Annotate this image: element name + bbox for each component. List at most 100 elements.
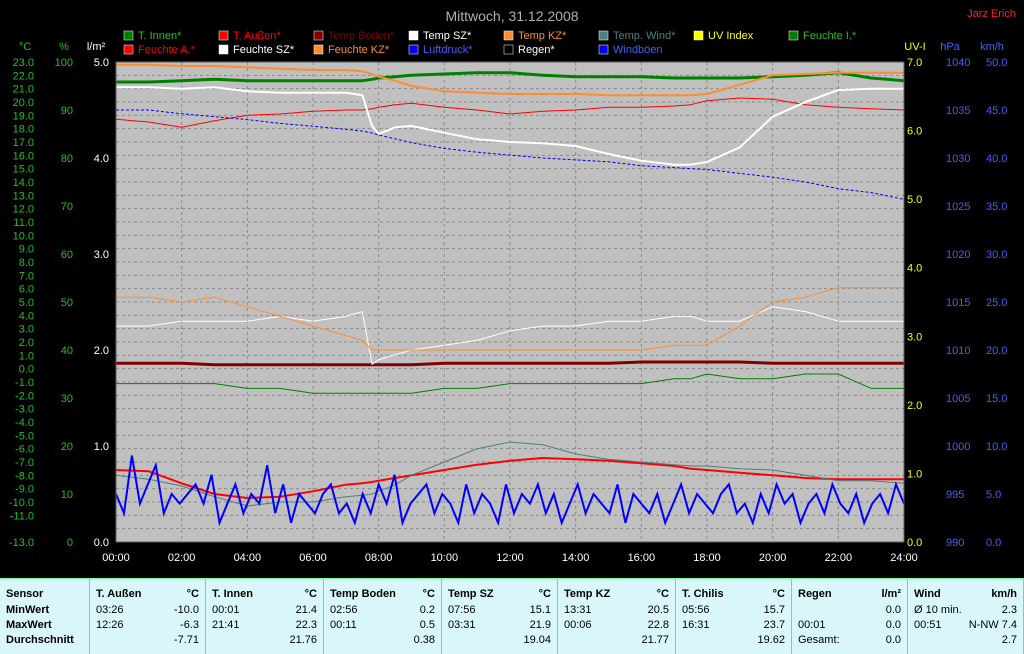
stats-row: Gesamt: 0.0: [798, 634, 901, 649]
stats-column: Sensor MinWert MaxWert Durchschnitt: [0, 579, 90, 654]
stats-value: 23.7: [763, 619, 785, 631]
stats-row: -7.71: [96, 634, 199, 649]
stats-time: 16:31: [682, 619, 710, 631]
stats-header-unit: °C: [656, 588, 669, 600]
temp-tick-label: 14.0: [13, 177, 34, 189]
temp-tick-label: 20.0: [13, 97, 34, 109]
stats-header-name: Sensor: [6, 588, 44, 600]
temp-tick-label: -3.0: [15, 404, 34, 416]
temp-tick-label: 16.0: [13, 150, 34, 162]
pressure-tick-label: 1005: [946, 393, 970, 405]
legend-label: Windböen: [613, 44, 663, 56]
stats-value: 0.5: [419, 619, 435, 631]
stats-column: Regen l/m² 0.0 00:01 0.0 Gesamt: 0.0: [792, 579, 908, 654]
temp-tick-label: -7.0: [15, 457, 34, 469]
axis-unit-label: l/m²: [87, 41, 106, 53]
wind-tick-label: 35.0: [986, 201, 1007, 213]
pressure-tick-label: 990: [946, 537, 964, 549]
temp-tick-label: 11.0: [13, 217, 34, 229]
stats-header-name: T. Außen: [96, 588, 142, 600]
legend-swatch: [788, 30, 799, 41]
stats-header: T. Innen °C: [212, 588, 317, 603]
humidity-tick-label: 10: [61, 489, 73, 501]
legend-swatch: [598, 44, 609, 55]
humidity-tick-label: 60: [61, 249, 73, 261]
humidity-tick-label: 50: [61, 297, 73, 309]
weather-chart-area: Mittwoch, 31.12.2008 Jarz Erich T. Innen* T…: [9, 8, 1016, 564]
pressure-tick-label: 1025: [946, 201, 970, 213]
weather-chart: Mittwoch, 31.12.2008 Jarz Erich T. Innen* T…: [9, 8, 1016, 564]
stats-time: 00:51: [914, 619, 942, 631]
temp-tick-label: 8.0: [19, 257, 34, 269]
stats-row: 00:01 0.0: [798, 619, 901, 634]
chart-title: Mittwoch, 31.12.2008: [445, 8, 578, 24]
stats-time: 00:01: [212, 604, 240, 616]
stats-header: T. Chilis °C: [682, 588, 785, 603]
stats-time: 03:31: [448, 619, 476, 631]
stats-value: 0.0: [885, 604, 901, 616]
axis-unit-label: %: [59, 41, 69, 53]
legend-label: Regen*: [518, 44, 555, 56]
author-label: Jarz Erich: [967, 8, 1016, 20]
x-tick-label: 22:00: [825, 552, 853, 564]
stats-value: N-NW 7.4: [968, 619, 1017, 631]
x-tick-label: 10:00: [431, 552, 459, 564]
wind-tick-label: 50.0: [986, 57, 1007, 69]
legend-swatch: [408, 30, 419, 41]
series-line: [116, 287, 904, 351]
stats-time: 21:41: [212, 619, 240, 631]
stats-row: 07:56 15.1: [448, 604, 551, 619]
temp-tick-label: 13.0: [13, 190, 34, 202]
uv-tick-label: 0.0: [907, 537, 922, 549]
humidity-tick-label: 0: [67, 537, 73, 549]
stats-value: 0.0: [885, 619, 901, 631]
stats-header-name: Temp Boden: [330, 588, 396, 600]
series-line: [116, 63, 904, 97]
temp-tick-label: -9.0: [15, 484, 34, 496]
legend-label: Feuchte I.*: [803, 30, 857, 42]
stats-header-unit: °C: [186, 588, 199, 600]
temp-tick-label: -4.0: [15, 417, 34, 429]
uv-tick-label: 5.0: [907, 194, 922, 206]
stats-time: 13:31: [564, 604, 592, 616]
uv-tick-label: 1.0: [907, 468, 922, 480]
stats-row: 00:01 21.4: [212, 604, 317, 619]
legend-swatch: [123, 30, 134, 41]
stats-time: Gesamt:: [798, 634, 840, 646]
stats-header: Wind km/h: [914, 588, 1017, 603]
stats-row-label: MinWert: [6, 604, 50, 616]
legend-label: T. Innen*: [138, 30, 182, 42]
humidity-tick-label: 70: [61, 201, 73, 213]
uv-tick-label: 4.0: [907, 263, 922, 275]
legend-label: Temp KZ*: [518, 30, 567, 42]
stats-row: Ø 10 min. 2.3: [914, 604, 1017, 619]
stats-header: Sensor: [6, 588, 83, 603]
legend-swatch: [218, 44, 229, 55]
stats-row: Durchschnitt: [6, 634, 83, 649]
stats-row: 02:56 0.2: [330, 604, 435, 619]
temp-tick-label: 5.0: [19, 297, 34, 309]
stats-value: 21.77: [641, 634, 669, 646]
stats-header: Regen l/m²: [798, 588, 901, 603]
temp-tick-label: -11.0: [10, 510, 34, 522]
temp-tick-label: 3.0: [19, 324, 34, 336]
legend-label: Feuchte KZ*: [328, 44, 390, 56]
rain-tick-label: 2.0: [94, 345, 109, 357]
temp-tick-label: 9.0: [19, 244, 34, 256]
legend-label: Temp SZ*: [423, 30, 472, 42]
temp-tick-label: 18.0: [13, 124, 34, 136]
humidity-tick-label: 40: [61, 345, 73, 357]
pressure-tick-label: 995: [946, 489, 964, 501]
stats-time: 07:56: [448, 604, 476, 616]
wind-tick-label: 25.0: [986, 297, 1007, 309]
stats-header-unit: °C: [538, 588, 551, 600]
temp-tick-label: 17.0: [13, 137, 34, 149]
stats-value: 22.3: [295, 619, 317, 631]
stats-header-unit: l/m²: [881, 588, 901, 600]
plot-border: [115, 61, 905, 543]
stats-value: 21.4: [295, 604, 317, 616]
wind-tick-label: 0.0: [986, 537, 1001, 549]
temp-tick-label: 22.0: [13, 70, 34, 82]
legend-label: Luftdruck*: [423, 44, 473, 56]
series-line: [116, 306, 904, 365]
